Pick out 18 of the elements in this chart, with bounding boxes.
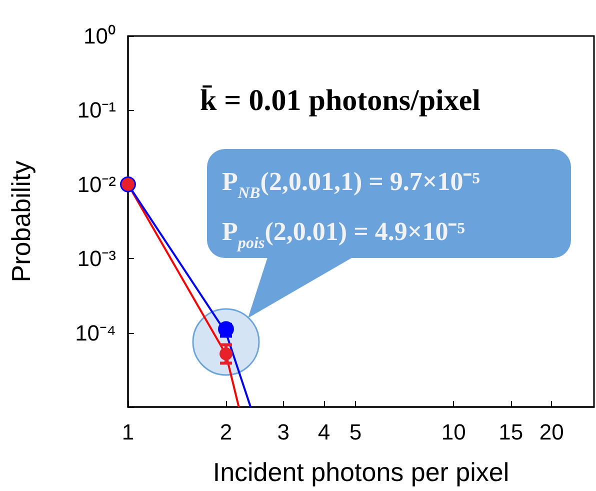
x-tick-label: 20 [539,420,564,444]
x-tick-label: 1 [122,420,134,444]
x-tick-label: 5 [349,420,362,444]
x-tick-label: 3 [277,420,290,444]
annotation: k̄ = 0.01 photons/pixel [200,84,481,117]
annotation: P$_{pois}$(2,0.01) = 4.9×10⁻⁵ [222,217,466,252]
x-tick-label: 10 [441,420,466,444]
y-tick-label: 10⁻⁴ [75,320,116,346]
y-tick-label: 10⁰ [84,24,116,48]
annotation: P$_{NB}$(2,0.01,1) = 9.7×10⁻⁵ [222,167,480,202]
x-tick-label: 4 [318,420,330,444]
y-axis-title: Probability [6,160,36,282]
y-tick-label: 10⁻¹ [77,98,116,123]
x-tick-label: 2 [220,420,232,444]
x-tick-label: 15 [498,420,524,444]
y-tick-label: 10⁻³ [77,246,116,272]
x-axis-title: Incident photons per pixel [212,457,510,487]
y-tick-label: 10⁻² [77,172,116,197]
